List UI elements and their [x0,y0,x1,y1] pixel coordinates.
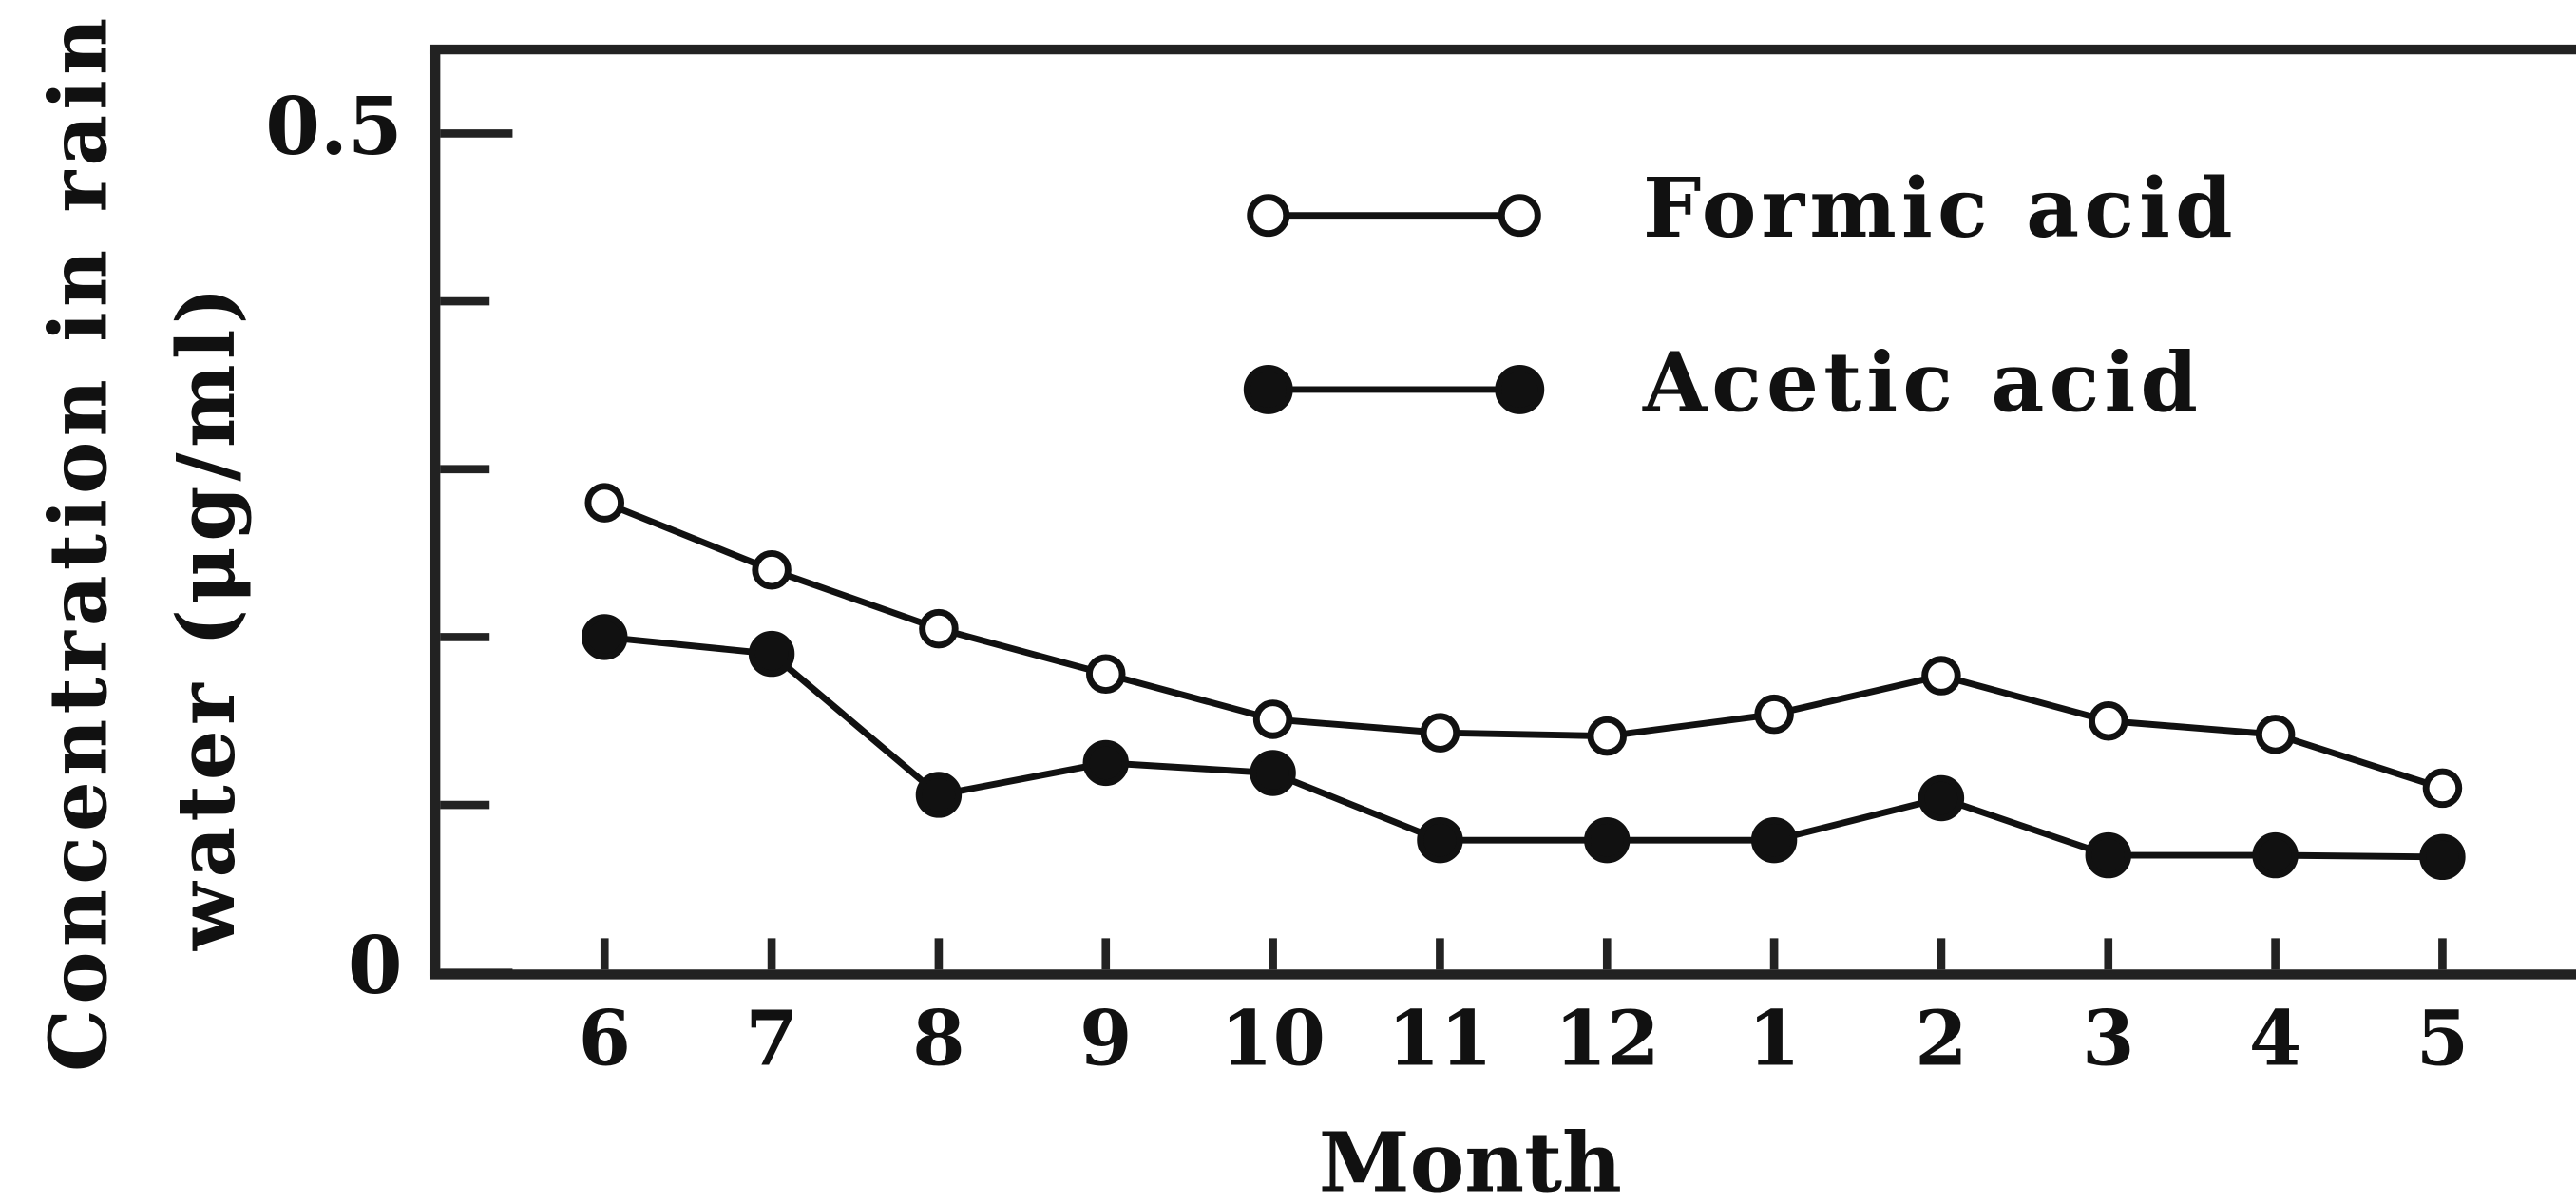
data-point [1420,713,1460,753]
data-point [2422,768,2463,809]
data-point [919,608,959,649]
x-tick-label: 1 [1747,994,1800,1083]
data-point [2252,831,2299,879]
x-tick-label: 11 [1387,994,1493,1083]
legend-marker [1498,194,1541,238]
series-line [602,499,2444,792]
data-point [2255,715,2296,754]
x-tick-label: 9 [1079,994,1132,1083]
legend-label: Formic acid [1643,161,2238,257]
x-tick-label: 3 [2082,994,2134,1083]
y-tick-label: 0.5 [265,80,402,173]
x-tick-label: 2 [1915,994,1967,1083]
x-tick-label: 7 [745,994,797,1083]
data-point [1584,816,1631,864]
data-point [915,772,963,818]
x-tick-label: 4 [2249,994,2301,1083]
data-point [2089,700,2128,741]
data-point [752,549,792,590]
y-axis-title: Concentration in rain [31,13,124,1072]
data-point [582,614,628,660]
x-tick-label: 5 [2416,994,2469,1083]
legend-label: Acetic acid [1642,334,2203,430]
data-point [1252,699,1293,739]
legend-marker [1247,194,1290,238]
x-tick-label: 8 [912,994,964,1083]
data-point [1587,716,1628,756]
y-axis-title: water (μg/ml) [160,282,253,951]
x-tick-label: 10 [1220,994,1326,1083]
data-point [1754,694,1794,735]
data-point [1918,774,1965,822]
data-point [1086,654,1126,695]
y-tick-label: 0 [348,919,403,1012]
data-point [748,630,795,678]
data-point [1082,739,1129,787]
data-point [1921,656,1961,696]
data-point [1417,816,1463,864]
data-point [584,483,625,523]
frame [429,44,2576,980]
data-point [1750,816,1798,864]
x-axis-title: Month [1319,1116,1622,1203]
x-tick-label: 12 [1555,994,1660,1083]
data-point [2085,831,2131,879]
legend-marker [1243,365,1293,414]
data-point [1250,750,1296,796]
series-line [603,633,2443,861]
data-point [2419,833,2466,881]
legend-marker [1495,365,1545,414]
x-tick-label: 6 [579,994,631,1083]
